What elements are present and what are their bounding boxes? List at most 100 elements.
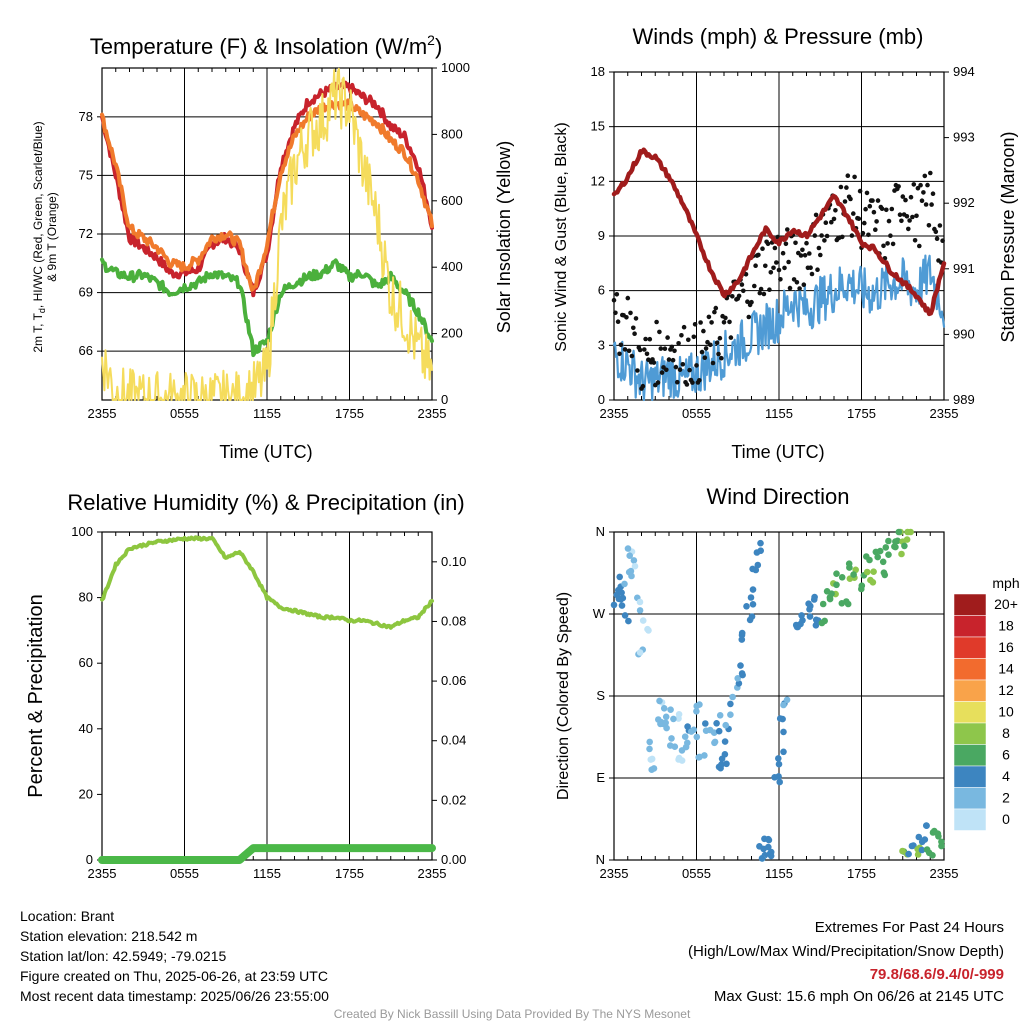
gust-point — [816, 245, 822, 251]
gust-point — [929, 202, 934, 207]
direction-point — [663, 724, 670, 732]
direction-point — [780, 748, 787, 756]
gust-point — [654, 319, 659, 325]
wind-ytick-label: 6 — [598, 283, 605, 298]
gust-point — [673, 364, 679, 370]
direction-point — [812, 616, 820, 624]
gust-point — [807, 251, 812, 256]
temp-ytick-label: 72 — [79, 226, 93, 241]
direction-point — [914, 851, 922, 858]
gust-point — [728, 335, 734, 340]
direction-point — [628, 572, 635, 580]
direction-point — [748, 613, 756, 620]
gust-point — [655, 380, 661, 385]
direction-point — [870, 568, 877, 575]
direction-point — [775, 760, 783, 768]
gust-point — [677, 367, 683, 373]
temp-xtick-label: 2355 — [418, 406, 447, 421]
direction-point — [678, 747, 686, 754]
gust-point — [701, 328, 706, 334]
direction-point — [715, 727, 723, 735]
gust-point — [822, 238, 827, 243]
direction-point — [639, 617, 647, 624]
direction-point — [739, 671, 746, 679]
gust-point — [767, 287, 772, 293]
gust-point — [680, 362, 686, 367]
direction-point — [718, 761, 725, 768]
gust-point — [672, 348, 677, 354]
wind-ytick-label: 0 — [598, 392, 605, 407]
gust-point — [716, 351, 721, 357]
rh-ytick-label: 40 — [79, 721, 93, 736]
gust-point — [690, 380, 695, 385]
direction-point — [693, 733, 701, 741]
temp-xtick-label: 0555 — [170, 406, 199, 421]
wind-panel-title: Winds (mph) & Pressure (mb) — [633, 24, 924, 49]
direction-point — [923, 846, 931, 853]
extremes-title: Extremes For Past 24 Hours — [814, 919, 1004, 936]
colorbar-swatch — [953, 787, 987, 810]
gust-point — [906, 226, 911, 232]
direction-point — [667, 706, 674, 713]
gust-point — [842, 199, 848, 204]
gust-point — [741, 288, 746, 294]
gust-point — [776, 267, 782, 273]
gust-point — [884, 207, 889, 213]
gust-point — [730, 294, 735, 299]
direction-point — [636, 607, 644, 614]
gust-point — [866, 232, 871, 238]
rh-panel: 2355 0555 1155 1755 23550204060801000.000.02… — [71, 524, 466, 881]
dir-xtick-label: 2355 — [600, 866, 629, 881]
direction-point — [710, 729, 718, 736]
direction-point — [858, 585, 865, 593]
gust-point — [899, 218, 904, 224]
gust-point — [815, 267, 820, 273]
gust-point — [793, 240, 798, 246]
gust-point — [786, 259, 791, 265]
direction-point — [610, 601, 618, 609]
gust-point — [802, 253, 808, 258]
direction-point — [903, 536, 911, 543]
direction-point — [727, 700, 734, 708]
wind-series-sonic — [612, 254, 946, 402]
gust-point — [721, 320, 727, 325]
wind-y2tick-label: 992 — [953, 195, 975, 210]
gust-point — [840, 234, 845, 240]
direction-point — [667, 742, 674, 749]
gust-point — [664, 367, 669, 373]
dir-ytick-label: E — [596, 770, 605, 785]
footer-location: Location: Brant — [20, 908, 115, 924]
temp-ytick-label: 75 — [79, 167, 93, 182]
direction-point — [885, 551, 892, 558]
direction-point — [898, 550, 905, 558]
temp-y2tick-label: 800 — [441, 126, 463, 141]
gust-point — [698, 320, 703, 325]
direction-point — [771, 774, 778, 781]
wind-series-pressure — [611, 147, 947, 317]
direction-point — [646, 745, 653, 753]
gust-point — [879, 206, 885, 211]
gust-point — [851, 211, 856, 216]
direction-point — [838, 574, 846, 581]
direction-point — [901, 542, 908, 550]
gust-point — [665, 335, 670, 340]
gust-point — [896, 184, 901, 189]
rh-panel-title: Relative Humidity (%) & Precipitation (i… — [67, 490, 464, 515]
direction-point — [863, 568, 871, 576]
gust-point — [922, 173, 928, 179]
direction-point — [826, 595, 834, 603]
direction-point — [757, 539, 764, 547]
colorbar-label: 12 — [998, 682, 1014, 698]
wind-y2tick-label: 989 — [953, 392, 975, 407]
gust-point — [823, 220, 829, 225]
direction-point — [874, 553, 881, 561]
gust-point — [684, 382, 690, 387]
direction-point — [618, 589, 625, 596]
gust-point — [904, 214, 910, 219]
gust-point — [849, 233, 855, 238]
direction-point — [749, 586, 757, 593]
direction-point — [716, 712, 724, 719]
direction-point — [797, 620, 804, 628]
gust-point — [797, 286, 802, 291]
gust-point — [912, 238, 918, 243]
